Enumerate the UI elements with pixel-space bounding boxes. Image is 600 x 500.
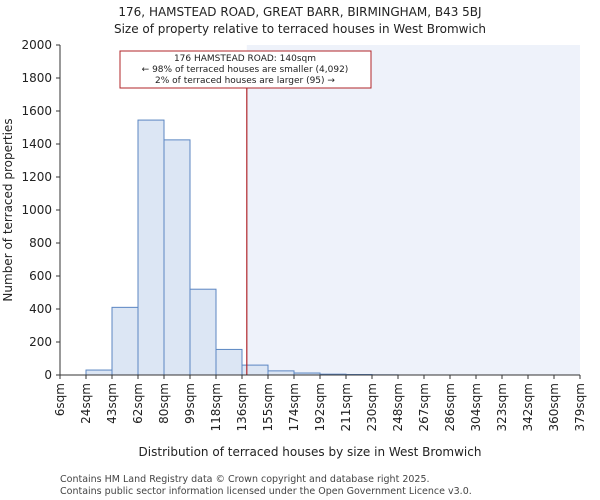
x-tick-label-360sqm: 360sqm xyxy=(547,383,561,431)
y-tick-label-200: 200 xyxy=(29,335,52,349)
y-tick-label-600: 600 xyxy=(29,269,52,283)
x-tick-label-267sqm: 267sqm xyxy=(417,383,431,431)
chart-title-line1: 176, HAMSTEAD ROAD, GREAT BARR, BIRMINGH… xyxy=(118,5,481,19)
x-tick-label-211sqm: 211sqm xyxy=(339,383,353,431)
x-tick-label-304sqm: 304sqm xyxy=(469,383,483,431)
bar-80sqm xyxy=(163,139,191,376)
x-tick-label-248sqm: 248sqm xyxy=(391,383,405,431)
y-tick-label-400: 400 xyxy=(29,302,52,316)
x-tick-label-155sqm: 155sqm xyxy=(261,383,275,431)
y-tick-label-1800: 1800 xyxy=(21,71,52,85)
x-tick-label-118sqm: 118sqm xyxy=(209,383,223,431)
annotation-border xyxy=(119,50,372,89)
y-tick-label-1400: 1400 xyxy=(21,137,52,151)
x-tick-label-323sqm: 323sqm xyxy=(495,383,509,431)
x-tick-label-379sqm: 379sqm xyxy=(573,383,587,431)
y-tick-label-0: 0 xyxy=(44,368,52,382)
y-ticks-group: 0 200 400 600 800 1000 1200 1400 1600 1800 2000 xyxy=(21,38,60,382)
annotation-line3: 2% of terraced houses are larger (95) → xyxy=(155,76,335,86)
y-tick-label-800: 800 xyxy=(29,236,52,250)
annotation-box: 176 HAMSTEAD ROAD: 140sqm ← 98% of terra… xyxy=(119,50,372,89)
x-tick-label-24sqm: 24sqm xyxy=(79,383,93,424)
annotation-line2: ← 98% of terraced houses are smaller (4,… xyxy=(142,65,349,75)
bar-43sqm xyxy=(111,306,139,376)
x-tick-label-80sqm: 80sqm xyxy=(157,383,171,424)
x-ticks-group: 6sqm 24sqm 43sqm 62sqm 80sqm 99sqm 118sqm 136sq… xyxy=(53,375,587,431)
x-tick-label-342sqm: 342sqm xyxy=(521,383,535,431)
y-tick-label-2000: 2000 xyxy=(21,38,52,52)
y-tick-label-1200: 1200 xyxy=(21,170,52,184)
bar-118sqm xyxy=(215,348,243,376)
bar-136sqm xyxy=(241,364,269,376)
x-tick-label-62sqm: 62sqm xyxy=(131,383,145,424)
y-tick-label-1000: 1000 xyxy=(21,203,52,217)
x-tick-label-99sqm: 99sqm xyxy=(183,383,197,424)
chart-title-line2: Size of property relative to terraced ho… xyxy=(114,22,486,36)
x-tick-label-136sqm: 136sqm xyxy=(235,383,249,431)
x-tick-label-286sqm: 286sqm xyxy=(443,383,457,431)
bar-24sqm xyxy=(85,369,113,376)
footer-line2: Contains public sector information licen… xyxy=(60,486,472,497)
bar-99sqm xyxy=(189,288,217,376)
x-tick-label-174sqm: 174sqm xyxy=(287,383,301,431)
y-tick-label-1600: 1600 xyxy=(21,104,52,118)
y-axis-label: Number of terraced properties xyxy=(1,118,15,301)
annotation-line1: 176 HAMSTEAD ROAD: 140sqm xyxy=(174,54,316,64)
plot-background xyxy=(246,45,581,375)
footer-line1: Contains HM Land Registry data © Crown c… xyxy=(60,474,430,485)
x-tick-label-6sqm: 6sqm xyxy=(53,383,67,416)
bars-group xyxy=(85,119,399,376)
x-tick-label-230sqm: 230sqm xyxy=(365,383,379,431)
x-tick-label-43sqm: 43sqm xyxy=(105,383,119,424)
x-tick-label-192sqm: 192sqm xyxy=(313,383,327,431)
x-axis-label: Distribution of terraced houses by size … xyxy=(139,445,482,459)
highlight-region xyxy=(246,45,581,375)
bar-62sqm xyxy=(137,119,165,376)
bar-155sqm xyxy=(267,370,295,376)
